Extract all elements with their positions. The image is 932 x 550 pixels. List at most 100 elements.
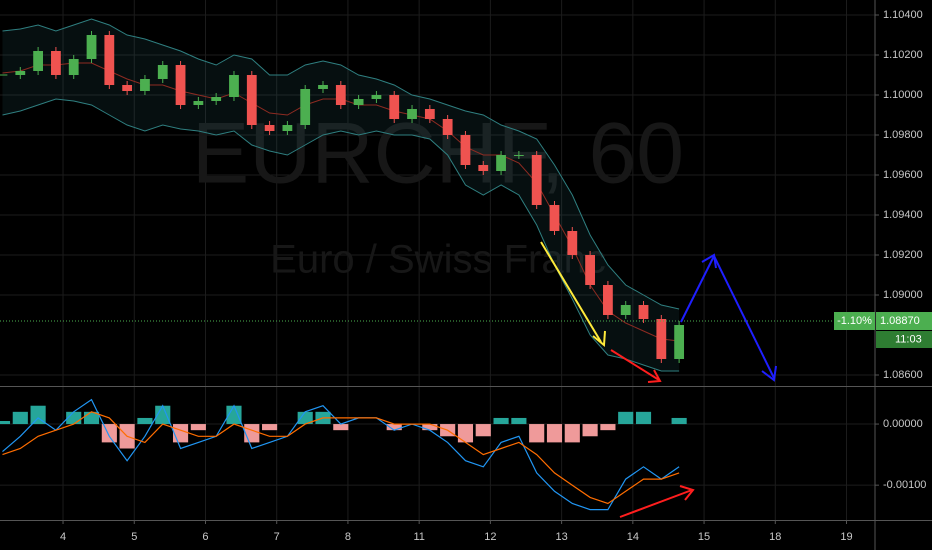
x-tick-label: 5	[131, 531, 137, 543]
candle	[389, 95, 400, 119]
histogram-bar	[493, 417, 509, 425]
x-tick-label: 18	[769, 531, 781, 543]
histogram-bar	[12, 411, 28, 425]
plot	[0, 18, 875, 511]
y-tick-label: 0.00000	[883, 418, 923, 430]
candle	[86, 35, 97, 59]
candle	[674, 325, 685, 359]
change-label: -1.10%	[837, 315, 872, 327]
histogram-bar	[635, 411, 652, 425]
histogram-bar	[422, 424, 438, 431]
candle	[496, 155, 506, 171]
candle	[122, 85, 133, 91]
arrow-head	[679, 485, 695, 501]
candle	[300, 89, 311, 125]
candle	[51, 51, 61, 75]
candle	[656, 319, 667, 359]
watermark-subtitle: Euro / Swiss Franc	[270, 238, 606, 282]
candle	[282, 125, 293, 131]
last-price-box	[876, 312, 932, 330]
watermark-title: EURCHF, 60	[192, 106, 684, 202]
candle	[531, 155, 542, 205]
countdown-label: 11:03	[895, 333, 922, 345]
candle	[264, 125, 275, 131]
y-tick-label: -0.00100	[883, 479, 926, 491]
arrow-head	[701, 253, 717, 269]
y-tick-label: 1.09400	[883, 209, 923, 221]
candle	[603, 285, 613, 315]
y-tick-label: 1.08600	[883, 369, 923, 381]
histogram-bar	[546, 424, 563, 443]
candle	[140, 79, 150, 91]
histogram-bar	[529, 424, 545, 443]
x-tick-label: 4	[60, 531, 66, 543]
y-tick-label: 1.10200	[883, 49, 923, 61]
candle	[353, 99, 364, 105]
arrow	[540, 241, 602, 343]
candle	[620, 305, 631, 315]
arrow	[610, 349, 660, 381]
candle	[460, 135, 471, 165]
histogram-bar	[244, 424, 260, 443]
upper-band	[2, 18, 680, 310]
candle	[549, 205, 560, 231]
candle	[157, 65, 168, 79]
candle	[15, 71, 26, 75]
last-price-label: 1.08870	[880, 315, 920, 327]
histogram-bar	[30, 405, 46, 425]
y-tick-label: 1.09200	[883, 249, 923, 261]
candle	[246, 75, 257, 125]
histogram-bar	[582, 424, 598, 437]
candle	[68, 59, 79, 75]
x-tick-label: 15	[698, 531, 710, 543]
arrow-head	[592, 330, 606, 347]
x-tick-label: 14	[627, 531, 639, 543]
axes: 1.10400 1.10200 1.10000 1.09800 1.09600 1.094…	[60, 9, 932, 543]
candle	[371, 95, 382, 99]
candle	[335, 85, 346, 105]
histogram-bar	[600, 424, 616, 431]
countdown-box	[876, 331, 932, 348]
candle	[407, 109, 417, 119]
histogram-bar	[475, 424, 491, 437]
candle	[175, 65, 186, 105]
arrow-head	[761, 365, 777, 382]
histogram-bar	[564, 424, 580, 443]
histogram-bar	[671, 417, 687, 425]
histogram-bar	[262, 424, 278, 431]
candle	[229, 75, 239, 97]
histogram-bar	[511, 417, 527, 425]
y-tick-label: 1.10000	[883, 89, 923, 101]
candle	[193, 101, 204, 105]
candle	[33, 51, 44, 71]
arrow	[619, 489, 693, 518]
x-tick-label: 7	[274, 531, 280, 543]
histogram-bar	[226, 405, 242, 425]
histogram-bar	[190, 424, 206, 431]
grid	[0, 0, 875, 520]
histogram-bar	[0, 421, 11, 425]
candle	[478, 165, 489, 171]
candle	[318, 85, 328, 89]
candle	[567, 231, 578, 255]
x-tick-label: 11	[413, 531, 424, 543]
histogram-bar	[618, 411, 634, 425]
histogram-bar	[333, 424, 349, 431]
change-box	[834, 312, 875, 330]
x-tick-label: 8	[345, 531, 351, 543]
signal-line	[2, 411, 680, 505]
candle	[638, 305, 649, 319]
histogram-bar	[155, 405, 171, 425]
histogram-bar	[457, 424, 474, 443]
y-tick-label: 1.10400	[883, 9, 923, 21]
x-tick-label: 12	[484, 531, 496, 543]
histogram-bar	[297, 411, 313, 425]
macd-line	[2, 398, 680, 511]
band-fill	[2, 19, 680, 371]
candle	[104, 35, 115, 85]
histogram-bar	[386, 424, 402, 431]
candle	[585, 255, 595, 285]
candle	[442, 119, 453, 135]
